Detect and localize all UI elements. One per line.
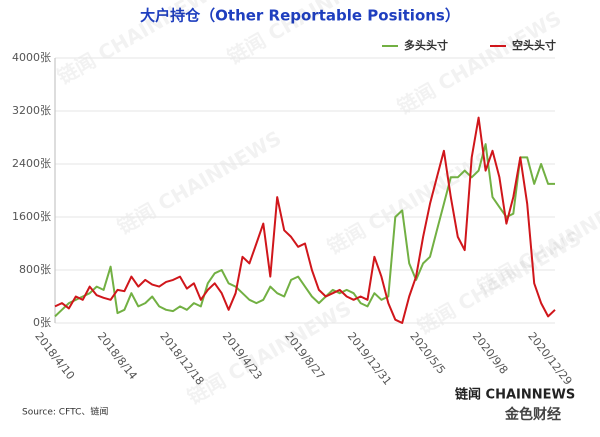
legend-label: 空头头寸: [512, 38, 556, 52]
watermark: 链闻 CHAINNEWS: [413, 226, 585, 339]
x-tick-label: 2020/9/8: [470, 330, 511, 377]
watermark: 链闻 CHAINNEWS: [323, 146, 495, 259]
x-tick-label: 2019/12/31: [345, 330, 394, 388]
legend-label: 多头头寸: [404, 38, 448, 52]
x-tick-label: 2018/12/18: [157, 330, 206, 388]
x-tick-label: 2018/8/14: [95, 330, 140, 382]
series-line: [54, 143, 555, 318]
chart-title: 大户持仓（Other Reportable Positions）: [140, 7, 460, 25]
watermark: 链闻 CHAINNEWS: [183, 296, 355, 409]
series-line: [54, 116, 556, 324]
y-tick-label: 1600张: [12, 210, 51, 223]
y-tick-label: 4000张: [12, 51, 51, 64]
x-tick-label: 2020/12/29: [525, 330, 574, 388]
logo: 链闻 CHAINNEWS: [454, 387, 575, 403]
y-tick-label: 2400张: [12, 157, 51, 170]
watermark: 链闻 CHAINNEWS: [113, 126, 285, 239]
y-tick-label: 3200张: [12, 104, 51, 117]
y-tick-label: 0张: [33, 316, 51, 329]
logo-sub: 金色财经: [504, 406, 561, 423]
x-tick-label: 2018/4/10: [32, 330, 77, 382]
source-note: Source: CFTC、链闻: [22, 406, 108, 418]
y-tick-label: 800张: [19, 263, 51, 276]
